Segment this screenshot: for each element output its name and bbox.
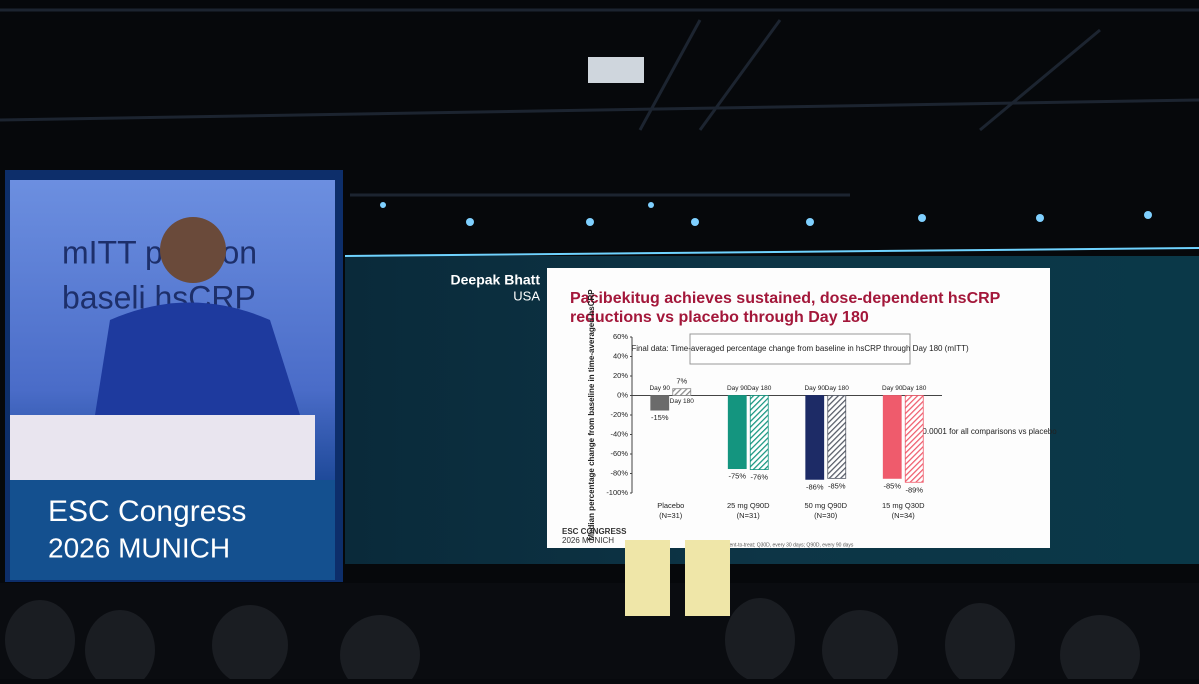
series-label: Day 180 — [670, 398, 695, 405]
y-tick-label: -60% — [610, 449, 628, 458]
y-tick-label: 20% — [613, 371, 628, 380]
value-label: -76% — [750, 473, 768, 482]
congress-name: ESC Congress — [48, 495, 246, 528]
value-label: -85% — [828, 481, 846, 490]
speaker-country: USA — [513, 288, 540, 303]
x-tick-label: 25 mg Q90D — [727, 501, 770, 510]
speaker — [95, 302, 300, 415]
lectern — [10, 415, 315, 480]
bar — [749, 395, 769, 470]
y-tick-label: -40% — [610, 429, 628, 438]
audience — [5, 598, 1140, 684]
slide-subtitle: Final data: Time-averaged percentage cha… — [631, 344, 969, 353]
bar — [727, 395, 747, 470]
x-tick-count: (N=30) — [814, 511, 838, 520]
value-label: -15% — [651, 413, 669, 422]
x-tick-label: Placebo — [657, 501, 684, 510]
subtitle-box — [689, 333, 911, 365]
podium — [685, 540, 730, 616]
speaker-name: Deepak Bhatt — [451, 272, 541, 288]
value-label: -85% — [883, 481, 901, 490]
screen-banner — [10, 480, 335, 580]
stage-lights — [380, 202, 1152, 226]
plot: -100%-80%-60%-40%-20%0%20%40%60%Placebo(… — [606, 332, 942, 520]
bar — [882, 395, 902, 479]
speaker-head — [160, 217, 226, 283]
x-tick-count: (N=34) — [892, 511, 916, 520]
series-label: Day 90 — [727, 385, 748, 392]
value-label: -89% — [905, 485, 923, 494]
x-tick-count: (N=31) — [737, 511, 761, 520]
x-tick-label: 50 mg Q90D — [804, 501, 847, 510]
y-tick-label: -20% — [610, 410, 628, 419]
footnote: mITT, modified intent-to-treat; Q30D, ev… — [690, 542, 854, 548]
bar — [827, 395, 847, 479]
podium — [625, 540, 670, 616]
bar — [805, 395, 825, 480]
bar — [672, 388, 692, 396]
series-label: Day 90 — [882, 385, 903, 392]
y-tick-label: -100% — [606, 488, 628, 497]
wall-edge — [344, 247, 1199, 257]
y-tick-label: 0% — [617, 390, 628, 399]
projector — [588, 57, 644, 83]
screen-text: mITT pulation — [62, 234, 257, 270]
slide — [547, 268, 1050, 548]
congress-edition: 2026 MUNICH — [48, 532, 230, 563]
slide-footer-edition: 2026 MUNICH — [562, 536, 614, 545]
slide-footer: ESC CONGRESS — [562, 527, 627, 536]
series-label: Day 90 — [804, 385, 825, 392]
y-tick-label: -80% — [610, 468, 628, 477]
series-label: Day 180 — [825, 385, 850, 392]
series-label: Day 180 — [902, 385, 927, 392]
bar — [650, 395, 670, 411]
value-label: 7% — [676, 377, 687, 386]
bar — [904, 395, 924, 483]
x-tick-label: 15 mg Q30D — [882, 501, 925, 510]
y-tick-label: 40% — [613, 351, 628, 360]
value-label: -86% — [806, 482, 824, 491]
series-label: Day 180 — [747, 385, 772, 392]
annotation: p<0.0001 for all comparisons vs placebo — [913, 427, 1057, 436]
value-label: -75% — [728, 472, 746, 481]
y-axis-label: Median percentage change from baseline i… — [587, 289, 596, 541]
audience-area — [0, 583, 1199, 679]
truss — [0, 8, 1199, 197]
y-tick-label: 60% — [613, 332, 628, 341]
series-label: Day 90 — [649, 385, 670, 392]
slide-title: Pacibekitug achieves sustained, dose-dep… — [570, 290, 1001, 326]
x-tick-count: (N=31) — [659, 511, 683, 520]
